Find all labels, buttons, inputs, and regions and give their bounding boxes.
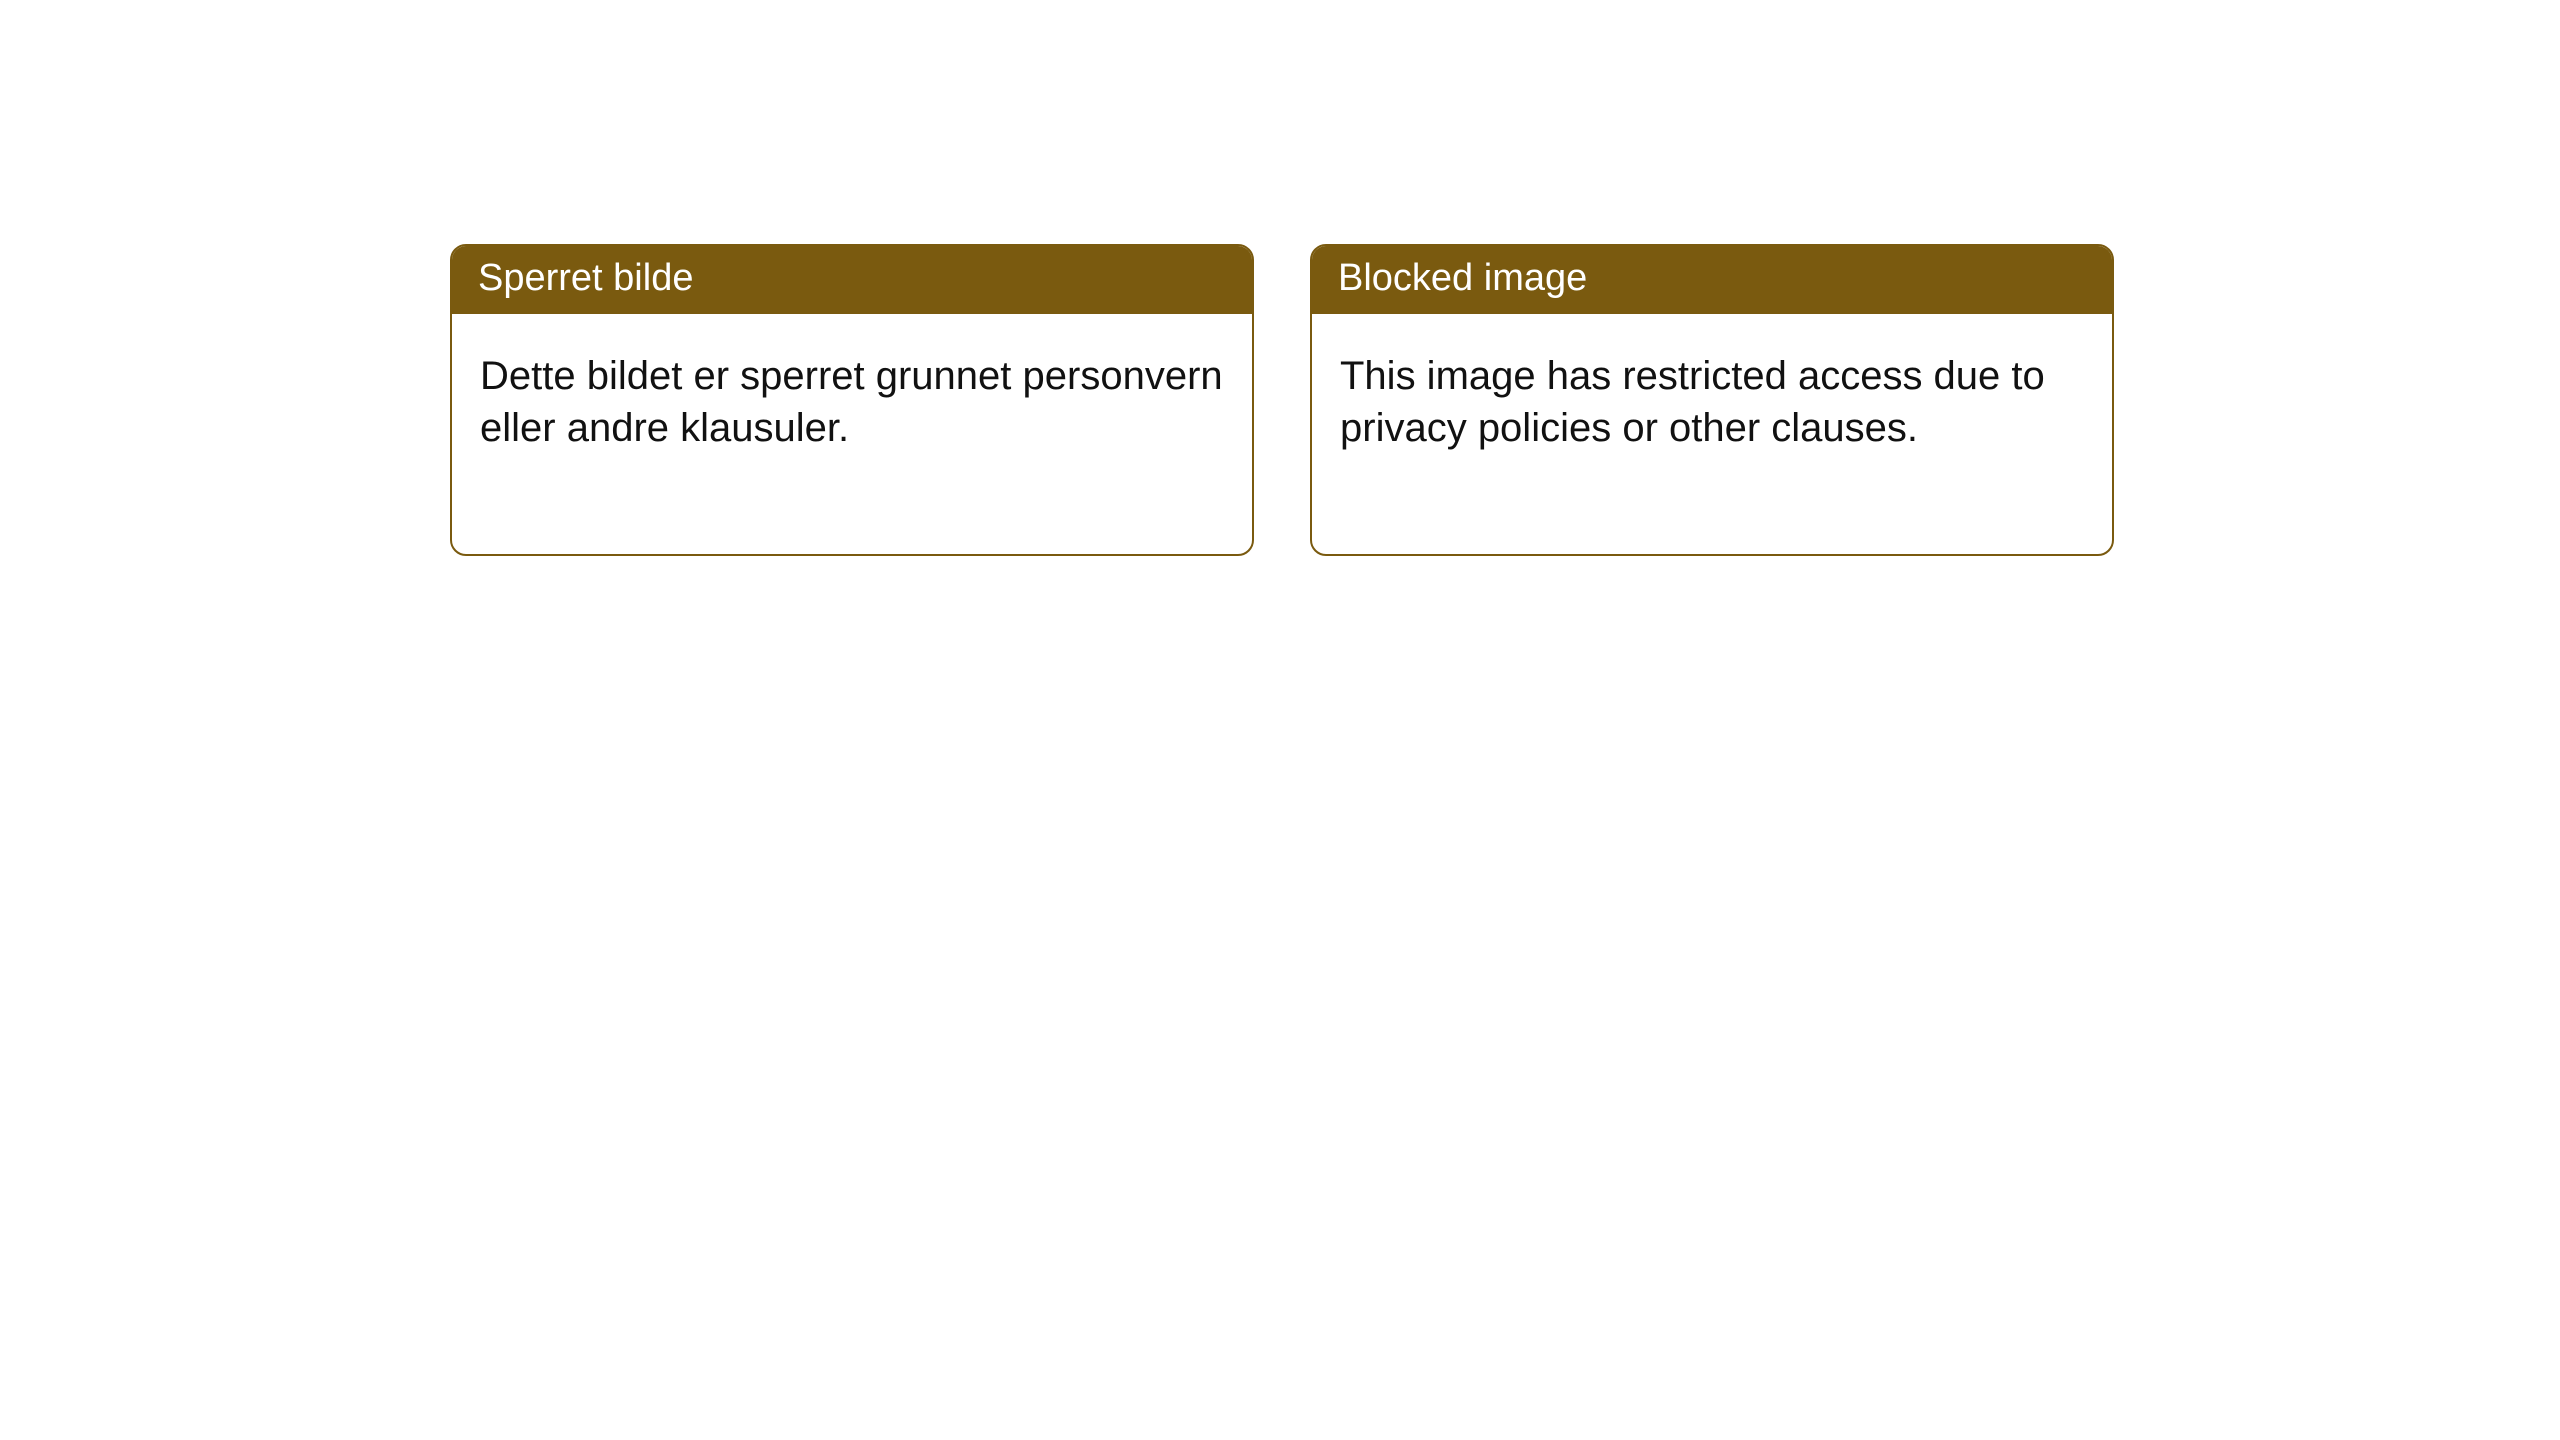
notice-header: Blocked image: [1312, 246, 2112, 314]
notice-body: Dette bildet er sperret grunnet personve…: [452, 314, 1252, 554]
notice-card-norwegian: Sperret bilde Dette bildet er sperret gr…: [450, 244, 1254, 556]
notice-body: This image has restricted access due to …: [1312, 314, 2112, 554]
notice-header: Sperret bilde: [452, 246, 1252, 314]
notice-card-english: Blocked image This image has restricted …: [1310, 244, 2114, 556]
notice-container: Sperret bilde Dette bildet er sperret gr…: [0, 0, 2560, 556]
